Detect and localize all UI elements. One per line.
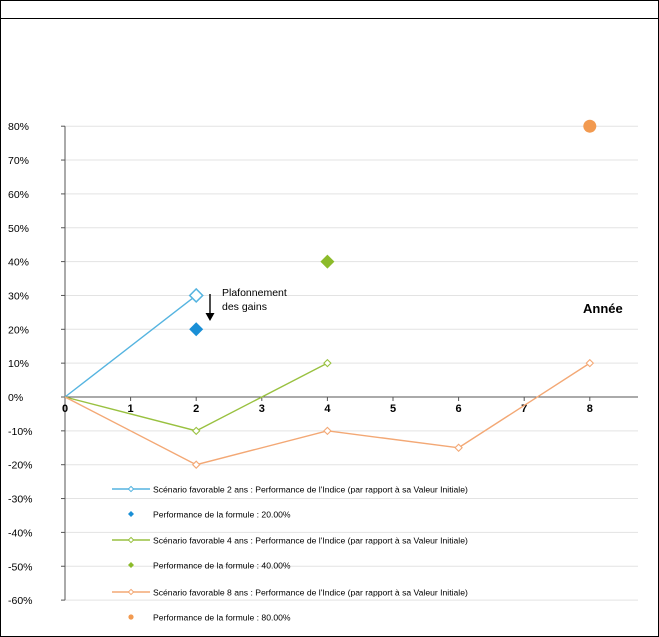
legend-marker-swatch [128, 511, 134, 517]
grid-lines [65, 125, 638, 601]
axes [61, 125, 638, 601]
x-tick-label: 3 [259, 403, 265, 415]
data-point-marker [323, 358, 332, 368]
legend-marker-swatch [128, 562, 134, 568]
legend: Scénario favorable 2 ans : Performance d… [112, 485, 468, 623]
data-point-marker [583, 119, 597, 133]
annotation-line-1: Plafonnement [222, 287, 287, 299]
legend-marker-swatch [127, 588, 135, 596]
series-line [64, 294, 197, 398]
legend-item: Performance de la formule : 40.00% [128, 561, 291, 571]
y-tick-labels: 80% 70% 60% 50% 40% 30% 20% 10% 0% -10% -20% -30% -4… [8, 121, 33, 607]
legend-label: Scénario favorable 4 ans : Performance d… [153, 536, 468, 546]
x-tick-label: 0 [62, 403, 68, 415]
legend-label: Performance de la formule : 40.00% [153, 561, 291, 571]
series-6 [583, 119, 597, 133]
y-tick-label: 20% [8, 324, 29, 336]
y-tick-label: 30% [8, 290, 29, 302]
y-tick-label: -20% [8, 460, 33, 472]
annotation-arrow-head [205, 313, 215, 321]
x-tick-label: 5 [390, 403, 396, 415]
y-tick-label: 40% [8, 257, 29, 269]
x-axis-title: Année [583, 301, 623, 316]
data-point-marker [320, 254, 335, 269]
legend-label: Performance de la formule : 80.00% [153, 613, 291, 623]
x-tick-labels: 0 1 2 3 4 5 6 7 8 [62, 403, 593, 415]
legend-marker-swatch [127, 536, 135, 544]
y-tick-label: 50% [8, 223, 29, 235]
x-tick-label: 7 [521, 403, 527, 415]
legend-marker-swatch [127, 485, 135, 493]
data-point-marker [585, 358, 595, 368]
legend-item: Scénario favorable 4 ans : Performance d… [112, 536, 468, 546]
data-point-marker [454, 443, 463, 453]
y-tick-label: 70% [8, 155, 29, 167]
x-tick-label: 6 [456, 403, 462, 415]
series-2 [189, 322, 204, 337]
series-4 [320, 254, 335, 269]
y-tick-label: -30% [8, 494, 33, 506]
header-divider [0, 18, 659, 19]
x-tick-label: 8 [587, 403, 593, 415]
y-tick-label: 0% [8, 392, 23, 404]
y-tick-label: 10% [8, 358, 29, 370]
data-point-marker [189, 322, 204, 337]
data-point-marker [191, 460, 201, 469]
x-tick-label: 2 [193, 403, 199, 415]
legend-marker-swatch [128, 614, 134, 620]
legend-label: Scénario favorable 8 ans : Performance d… [153, 588, 468, 598]
legend-item: Scénario favorable 2 ans : Performance d… [112, 485, 468, 495]
y-tick-label: -50% [8, 561, 33, 573]
series-3 [64, 358, 332, 436]
y-tick-label: 80% [8, 121, 29, 133]
y-tick-label: -10% [8, 426, 33, 438]
annotation-line-2: des gains [222, 301, 267, 313]
legend-label: Performance de la formule : 20.00% [153, 510, 291, 520]
legend-item: Scénario favorable 8 ans : Performance d… [112, 588, 468, 598]
y-tick-label: 60% [8, 189, 29, 201]
data-point-marker [191, 426, 201, 436]
legend-label: Scénario favorable 2 ans : Performance d… [153, 485, 468, 495]
legend-item: Performance de la formule : 80.00% [128, 613, 291, 623]
legend-item: Performance de la formule : 20.00% [128, 510, 291, 520]
x-tick-label: 4 [324, 403, 331, 415]
y-tick-label: -40% [8, 527, 33, 539]
series-1 [64, 287, 204, 398]
data-point-marker [188, 287, 204, 304]
cap-annotation: Plafonnement des gains [205, 287, 287, 321]
series-5 [64, 358, 595, 469]
data-point-marker [323, 426, 332, 436]
y-tick-label: -60% [8, 595, 33, 607]
data-series [64, 119, 597, 469]
x-tick-label: 1 [128, 403, 134, 415]
